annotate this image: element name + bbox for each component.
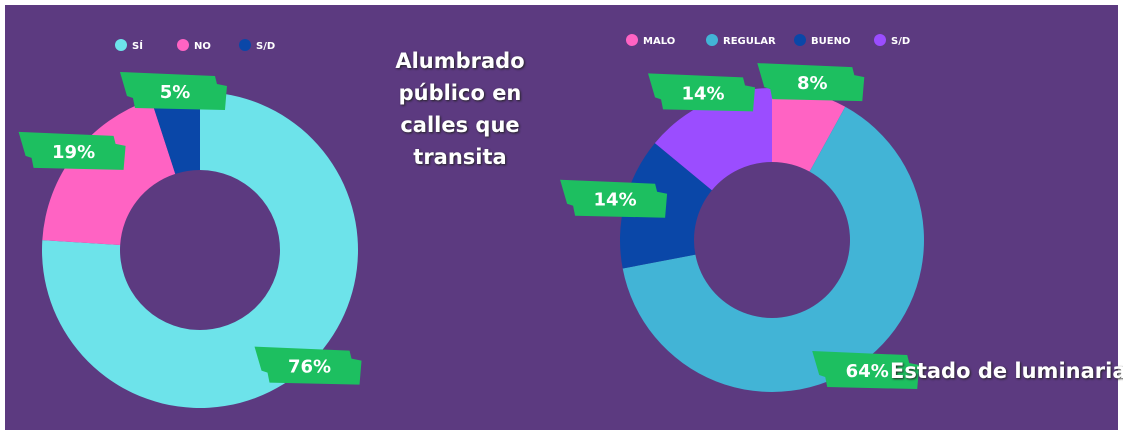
- legend-marker: [177, 39, 189, 51]
- data-label: 64%: [846, 361, 889, 382]
- legend-label: REGULAR: [723, 36, 776, 47]
- legend-marker: [626, 34, 638, 46]
- data-label: 14%: [681, 83, 724, 104]
- label-banner: [812, 351, 920, 390]
- legend-marker: [115, 39, 127, 51]
- chart-title: Alumbrado público en calles que transita: [395, 49, 525, 169]
- label-banner: [18, 131, 126, 170]
- legend-label: BUENO: [811, 36, 850, 47]
- data-label: 76%: [288, 357, 331, 378]
- label-banner: [648, 73, 756, 112]
- legend-label: NO: [194, 41, 211, 52]
- chart-title: Estado de luminaria: [890, 359, 1123, 383]
- label-banner: [119, 71, 227, 110]
- legend-marker: [706, 34, 718, 46]
- donut-segment: [622, 106, 924, 392]
- label-banner: [757, 63, 865, 102]
- label-banner: [254, 346, 362, 385]
- donut-segment: [151, 92, 200, 174]
- data-label: 14%: [594, 190, 637, 211]
- legend-label: MALO: [643, 36, 675, 47]
- data-label: 19%: [52, 142, 95, 163]
- legend-marker: [239, 39, 251, 51]
- legend-label: SÍ: [132, 39, 143, 52]
- legend-label: S/D: [891, 36, 910, 47]
- donut-segment: [41, 92, 358, 408]
- legend-marker: [794, 34, 806, 46]
- data-label: 8%: [797, 73, 828, 94]
- donut-segment: [654, 88, 772, 191]
- donut-segment: [42, 99, 176, 245]
- legend-marker: [874, 34, 886, 46]
- label-banner: [560, 179, 668, 218]
- donut-segment: [772, 88, 846, 172]
- legend-label: S/D: [256, 41, 275, 52]
- data-label: 5%: [160, 82, 191, 103]
